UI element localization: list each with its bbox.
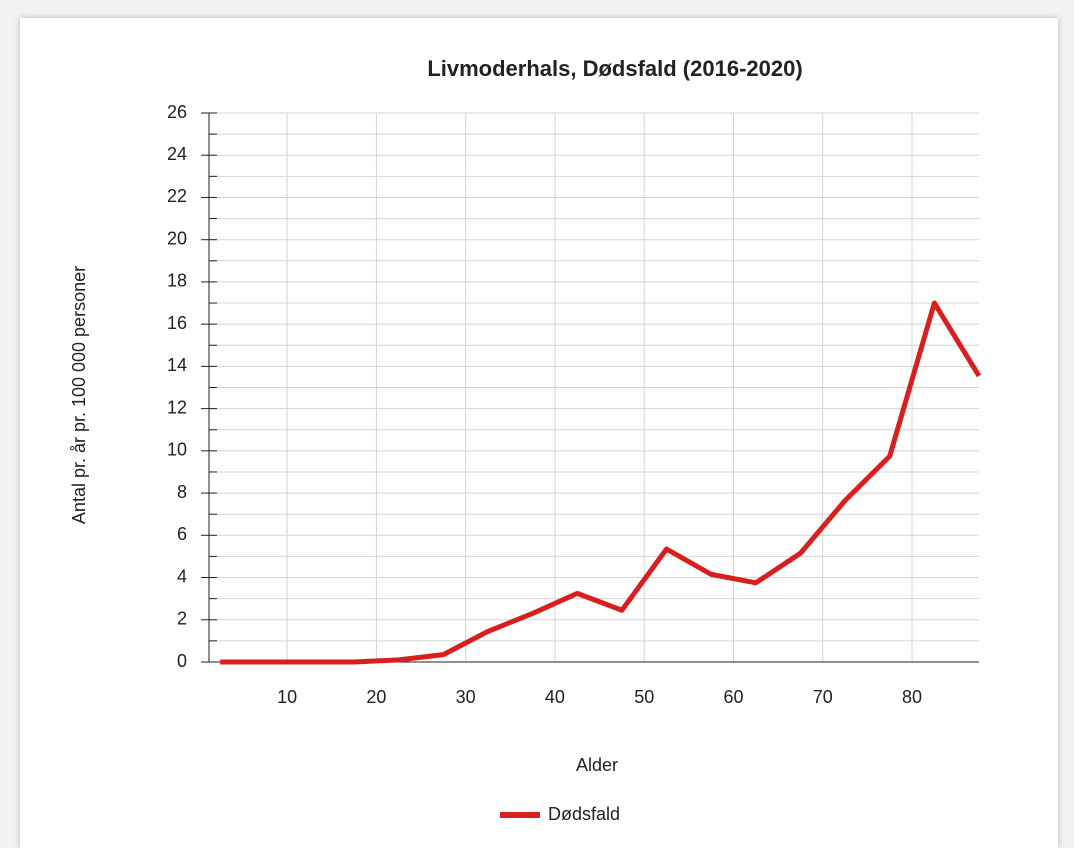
card <box>20 18 1058 848</box>
y-tick-label: 20 <box>167 228 187 248</box>
y-tick-label: 2 <box>177 609 187 629</box>
x-tick-label: 70 <box>813 687 833 707</box>
x-axis-label: Alder <box>576 755 618 775</box>
x-tick-label: 50 <box>634 687 654 707</box>
legend-label: Dødsfald <box>548 804 620 824</box>
data-line <box>220 300 982 665</box>
y-tick-label: 24 <box>167 144 187 164</box>
y-tick-label: 14 <box>167 355 187 375</box>
y-tick-label: 16 <box>167 313 187 333</box>
x-tick-label: 20 <box>366 687 386 707</box>
y-tick-label: 6 <box>177 524 187 544</box>
y-tick-label: 10 <box>167 440 187 460</box>
y-tick-label: 22 <box>167 186 187 206</box>
y-axis-label: Antal pr. år pr. 100 000 personer <box>69 266 89 524</box>
x-tick-label: 40 <box>545 687 565 707</box>
x-tick-label: 30 <box>456 687 476 707</box>
x-tick-label: 60 <box>723 687 743 707</box>
y-tick-label: 18 <box>167 271 187 291</box>
y-tick-label: 0 <box>177 651 187 671</box>
chart-title: Livmoderhals, Dødsfald (2016-2020) <box>427 56 802 81</box>
x-tick-label: 10 <box>277 687 297 707</box>
y-tick-label: 4 <box>177 566 187 586</box>
y-tick-label: 8 <box>177 482 187 502</box>
y-tick-label: 26 <box>167 102 187 122</box>
y-tick-label: 12 <box>167 397 187 417</box>
x-tick-label: 80 <box>902 687 922 707</box>
